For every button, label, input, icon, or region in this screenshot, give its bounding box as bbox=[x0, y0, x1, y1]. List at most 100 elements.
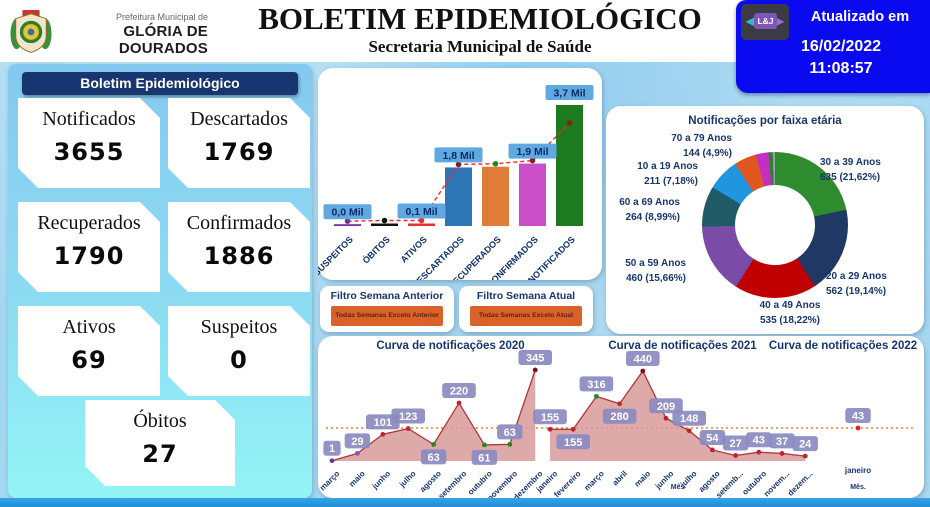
svg-text:29: 29 bbox=[351, 436, 363, 448]
age-donut-card: Notificações por faixa etária 30 a 39 An… bbox=[606, 106, 924, 334]
svg-text:1: 1 bbox=[329, 443, 335, 455]
donut-label-60-69: 60 a 69 Anos 264 (8,99%) bbox=[619, 197, 680, 223]
lj-logo: ◄ ► L&J bbox=[741, 4, 789, 40]
filter-title: Filtro Semana Anterior bbox=[330, 290, 444, 302]
donut-chart-title: Notificações por faixa etária bbox=[688, 115, 842, 127]
status-bar-chart-card: 0,0 Mil 0,1 Mil 1,8 Mil 1,9 Mil 3,7 Mil SUSPE… bbox=[318, 68, 602, 280]
filter-button-semana-anterior[interactable]: Todas Semanas Exceto Anterior bbox=[331, 306, 443, 326]
svg-text:27: 27 bbox=[729, 438, 741, 450]
notification-curves-card: Curva de notificações 2020 Curva de noti… bbox=[318, 336, 924, 498]
kpi-value: 1886 bbox=[203, 242, 275, 270]
filter-card-semana-atual: Filtro Semana Atual Todas Semanas Exceto… bbox=[459, 286, 593, 332]
last-update-box: ◄ ► L&J Atualizado em 16/02/2022 11:08:5… bbox=[736, 0, 930, 93]
svg-text:março: março bbox=[318, 469, 341, 492]
svg-text:Mês.: Mês. bbox=[850, 484, 866, 491]
title-block: BOLETIM EPIDEMIOLÓGICO Secretaria Munici… bbox=[230, 1, 730, 57]
svg-text:24: 24 bbox=[799, 439, 812, 451]
org-name-text: GLÓRIA DE DOURADOS bbox=[118, 23, 208, 57]
svg-text:37: 37 bbox=[776, 436, 788, 448]
curve-title-2020: Curva de notificações 2020 bbox=[376, 340, 525, 352]
filter-button-semana-atual[interactable]: Todas Semanas Exceto Atual bbox=[470, 306, 582, 326]
kpi-card-notificados: Notificados 3655 bbox=[18, 98, 160, 188]
summary-panel: Boletim Epidemiológico Notificados 3655 … bbox=[8, 64, 312, 498]
kpi-value: 27 bbox=[142, 440, 178, 468]
svg-text:ATIVOS: ATIVOS bbox=[399, 234, 429, 264]
updated-date: 16/02/2022 bbox=[800, 38, 882, 55]
updated-time: 11:08:57 bbox=[809, 60, 873, 77]
svg-text:123: 123 bbox=[399, 411, 417, 423]
filter-card-semana-anterior: Filtro Semana Anterior Todas Semanas Exc… bbox=[320, 286, 454, 332]
donut-hole bbox=[735, 185, 815, 265]
kpi-label: Óbitos bbox=[133, 410, 187, 432]
svg-text:101: 101 bbox=[374, 417, 392, 429]
svg-text:ÓBITOS: ÓBITOS bbox=[360, 234, 392, 266]
age-donut-chart[interactable] bbox=[702, 152, 848, 298]
svg-text:julho: julho bbox=[397, 469, 418, 490]
donut-label-40-49: 40 a 49 Anos 535 (18,22%) bbox=[759, 300, 821, 326]
svg-text:345: 345 bbox=[526, 353, 544, 365]
kpi-label: Recuperados bbox=[37, 212, 141, 234]
status-bar-chart[interactable]: 0,0 Mil 0,1 Mil 1,8 Mil 1,9 Mil 3,7 Mil SUSPE… bbox=[318, 68, 602, 280]
page-subtitle: Secretaria Municipal de Saúde bbox=[368, 37, 592, 56]
donut-label-70-79: 70 a 79 Anos 144 (4,9%) bbox=[671, 133, 732, 159]
svg-text:0,1 Mil: 0,1 Mil bbox=[405, 206, 437, 218]
kpi-card-recuperados: Recuperados 1790 bbox=[18, 202, 160, 292]
bottom-strip bbox=[0, 498, 930, 507]
svg-text:0,0 Mil: 0,0 Mil bbox=[331, 207, 363, 219]
donut-label-30-39: 30 a 39 Anos 635 (21,62%) bbox=[820, 157, 881, 183]
kpi-label: Suspeitos bbox=[200, 316, 278, 338]
svg-text:63: 63 bbox=[427, 452, 439, 464]
svg-text:dezem...: dezem... bbox=[786, 469, 815, 498]
kpi-value: 1769 bbox=[203, 138, 275, 166]
svg-text:209: 209 bbox=[657, 401, 675, 413]
org-name-block: Prefeitura Municipal de GLÓRIA DE DOURAD… bbox=[58, 12, 208, 57]
svg-text:440: 440 bbox=[634, 354, 652, 366]
svg-text:agosto: agosto bbox=[418, 469, 443, 494]
svg-text:SUSPEITOS: SUSPEITOS bbox=[318, 234, 355, 277]
svg-text:1,9 Mil: 1,9 Mil bbox=[516, 146, 548, 158]
curve-title-2022: Curva de notificações 2022 bbox=[768, 340, 918, 352]
svg-text:1,8 Mil: 1,8 Mil bbox=[442, 150, 474, 162]
city-crest-icon bbox=[10, 10, 52, 53]
kpi-label: Ativos bbox=[62, 316, 116, 338]
org-small-text: Prefeitura Municipal de bbox=[115, 12, 208, 22]
kpi-label: Confirmados bbox=[186, 212, 292, 234]
svg-text:155: 155 bbox=[564, 437, 582, 449]
svg-text:março: março bbox=[582, 469, 605, 492]
svg-text:61: 61 bbox=[478, 452, 490, 464]
svg-text:63: 63 bbox=[504, 427, 516, 439]
kpi-label: Descartados bbox=[190, 108, 288, 130]
svg-text:abril: abril bbox=[611, 469, 629, 487]
updated-label: Atualizado em bbox=[810, 9, 910, 25]
curve-title-2021: Curva de notificações 2021 bbox=[608, 340, 757, 352]
kpi-value: 1790 bbox=[53, 242, 125, 270]
svg-text:280: 280 bbox=[610, 411, 628, 423]
svg-text:220: 220 bbox=[450, 385, 468, 397]
svg-text:316: 316 bbox=[587, 379, 605, 391]
lj-logo-text: L&J bbox=[754, 13, 777, 29]
svg-text:43: 43 bbox=[753, 435, 765, 447]
summary-panel-title: Boletim Epidemiológico bbox=[22, 72, 298, 95]
donut-label-10-19: 10 a 19 Anos 211 (7,18%) bbox=[637, 161, 698, 187]
svg-text:54: 54 bbox=[706, 432, 719, 444]
svg-text:maio: maio bbox=[633, 469, 653, 489]
filter-title: Filtro Semana Atual bbox=[476, 290, 576, 302]
kpi-label: Notificados bbox=[42, 108, 136, 130]
svg-text:Mês: Mês bbox=[671, 484, 685, 491]
svg-text:155: 155 bbox=[541, 412, 559, 424]
svg-text:maio: maio bbox=[347, 469, 367, 489]
svg-text:43: 43 bbox=[852, 411, 864, 423]
notification-curves-chart[interactable]: março maio junho julho agostosetembrooutubro… bbox=[318, 336, 924, 498]
kpi-card-suspeitos: Suspeitos 0 bbox=[168, 306, 310, 396]
donut-label-20-29: 20 a 29 Anos 562 (19,14%) bbox=[826, 271, 887, 297]
donut-label-50-59: 50 a 59 Anos 460 (15,66%) bbox=[625, 258, 686, 284]
kpi-card-ativos: Ativos 69 bbox=[18, 306, 160, 396]
kpi-value: 69 bbox=[71, 346, 107, 374]
kpi-card-confirmados: Confirmados 1886 bbox=[168, 202, 310, 292]
page-title: BOLETIM EPIDEMIOLÓGICO bbox=[258, 1, 702, 36]
svg-text:janeiro: janeiro bbox=[844, 466, 871, 475]
svg-text:3,7 Mil: 3,7 Mil bbox=[553, 88, 585, 100]
svg-text:148: 148 bbox=[680, 413, 698, 425]
svg-text:junho: junho bbox=[370, 469, 393, 492]
